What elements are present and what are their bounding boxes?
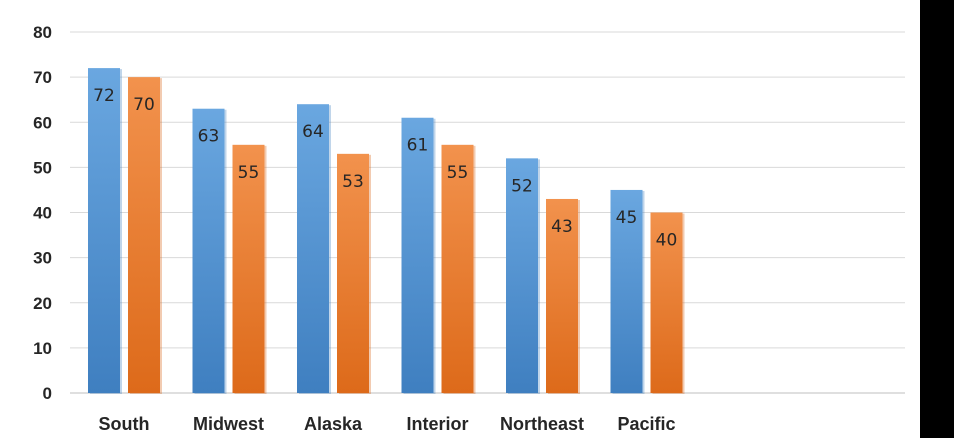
bar-northeast-series2 (546, 198, 578, 393)
y-tick-label: 30 (33, 249, 52, 268)
bar-midwest-series1 (192, 108, 225, 394)
data-labels: 72 70 63 55 64 53 61 55 52 43 45 40 (93, 86, 677, 250)
y-tick-label: 80 (33, 23, 52, 42)
data-label: 70 (133, 95, 155, 115)
plot-area: 0 10 20 30 40 50 60 70 80 72 70 63 55 64 53 61 55 52 43 45… (0, 0, 920, 438)
data-label: 45 (616, 208, 638, 228)
y-tick-label: 20 (33, 294, 52, 313)
bar-northeast-series1 (506, 158, 538, 393)
x-tick-label: Interior (406, 414, 468, 434)
y-tick-label: 60 (33, 113, 52, 132)
data-label: 40 (656, 231, 678, 251)
bar-pacific-series1 (610, 189, 643, 393)
y-tick-label: 40 (33, 204, 52, 223)
data-label: 72 (93, 86, 115, 106)
y-tick-label: 70 (33, 68, 52, 87)
x-tick-label: Northeast (500, 414, 584, 434)
data-label: 55 (447, 163, 469, 183)
bar-alaska-series2 (337, 153, 369, 393)
bars (88, 68, 685, 395)
data-label: 64 (302, 122, 324, 142)
bar-pacific-series2 (650, 212, 683, 393)
x-axis: South Midwest Alaska Interior Northeast Pacif… (99, 414, 676, 434)
bar-south-series1 (88, 68, 120, 393)
data-label: 52 (511, 176, 533, 196)
bar-chart: 0 10 20 30 40 50 60 70 80 72 70 63 55 64 53 61 55 52 43 45… (33, 23, 905, 434)
data-label: 61 (407, 136, 429, 156)
bar-alaska-series1 (297, 104, 329, 393)
x-tick-label: Alaska (304, 414, 363, 434)
y-tick-label: 50 (33, 158, 52, 177)
x-tick-label: Pacific (617, 414, 675, 434)
data-label: 55 (238, 163, 260, 183)
data-label: 63 (198, 127, 220, 147)
bar-interior-series1 (401, 117, 434, 394)
bar-midwest-series2 (232, 144, 265, 393)
bar-south-series2 (128, 77, 160, 393)
bar-interior-series2 (441, 144, 474, 393)
y-tick-label: 10 (33, 339, 52, 358)
data-label: 53 (342, 172, 364, 192)
y-axis: 0 10 20 30 40 50 60 70 80 (33, 23, 52, 403)
y-tick-label: 0 (43, 384, 52, 403)
x-tick-label: South (99, 414, 150, 434)
data-label: 43 (551, 217, 573, 237)
x-tick-label: Midwest (193, 414, 264, 434)
